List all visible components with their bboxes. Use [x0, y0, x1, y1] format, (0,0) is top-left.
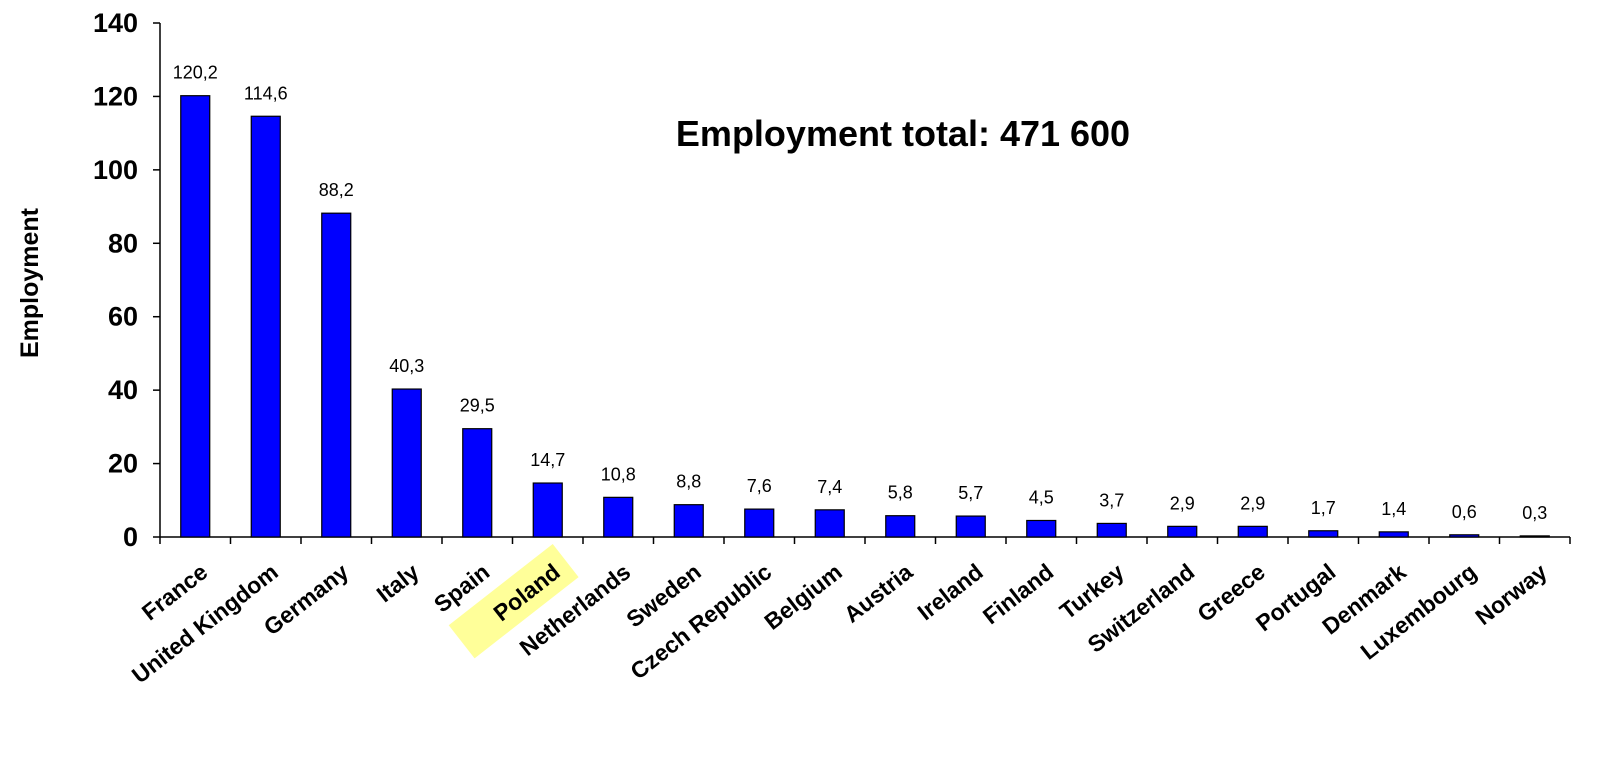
bar-ireland	[955, 515, 986, 538]
data-label: 0,6	[1452, 502, 1477, 522]
category-label: Belgium	[759, 558, 847, 634]
data-label: 40,3	[389, 356, 424, 376]
y-tick-label: 80	[108, 228, 138, 258]
category-label: Norway	[1470, 558, 1552, 630]
y-tick-label: 20	[108, 449, 138, 479]
bar-czech-republic	[744, 508, 775, 538]
bar-turkey	[1096, 522, 1127, 538]
bar-luxembourg	[1449, 534, 1480, 538]
bar-belgium	[814, 509, 845, 538]
bar-netherlands	[603, 496, 634, 538]
bar-france	[180, 95, 211, 538]
category-label: Ireland	[912, 558, 987, 625]
data-label: 7,6	[747, 476, 772, 496]
data-label: 120,2	[173, 63, 218, 83]
y-tick-label: 100	[93, 155, 138, 185]
bar-sweden	[673, 504, 704, 538]
data-label: 2,9	[1240, 493, 1265, 513]
y-tick-label: 120	[93, 81, 138, 111]
bar-greece	[1237, 525, 1268, 538]
data-label: 14,7	[530, 450, 565, 470]
bar-denmark	[1378, 531, 1409, 538]
bar-norway	[1519, 535, 1550, 538]
y-axis-title: Employment	[16, 207, 44, 358]
employment-total-annotation: Employment total: 471 600	[676, 113, 1130, 154]
data-label: 7,4	[817, 477, 842, 497]
y-tick-label: 60	[108, 302, 138, 332]
category-label: Finland	[978, 558, 1058, 629]
data-label: 29,5	[460, 396, 495, 416]
bar-austria	[885, 515, 916, 538]
bar-united-kingdom	[250, 115, 281, 538]
data-label: 88,2	[319, 180, 354, 200]
category-label: Austria	[839, 558, 918, 627]
data-label: 0,3	[1522, 503, 1547, 523]
y-tick-label: 0	[123, 522, 138, 552]
data-label: 10,8	[601, 464, 636, 484]
data-label: 4,5	[1029, 487, 1054, 507]
y-tick-label: 140	[93, 8, 138, 38]
y-tick-label: 40	[108, 375, 138, 405]
data-label: 8,8	[676, 472, 701, 492]
data-label: 114,6	[244, 83, 288, 103]
highlight-box-poland	[448, 543, 579, 659]
bar-finland	[1026, 519, 1057, 538]
data-label: 2,9	[1170, 493, 1195, 513]
bar-poland	[532, 482, 563, 538]
data-label: 5,8	[888, 483, 913, 503]
data-label: 3,7	[1099, 490, 1124, 510]
data-label: 1,4	[1381, 499, 1406, 519]
category-label: Italy	[372, 558, 424, 607]
data-label: 1,7	[1311, 498, 1336, 518]
data-label: 5,7	[958, 483, 983, 503]
bar-switzerland	[1167, 525, 1198, 538]
bar-spain	[462, 428, 493, 538]
bar-portugal	[1308, 530, 1339, 538]
bar-italy	[391, 388, 422, 538]
bar-germany	[321, 212, 352, 538]
